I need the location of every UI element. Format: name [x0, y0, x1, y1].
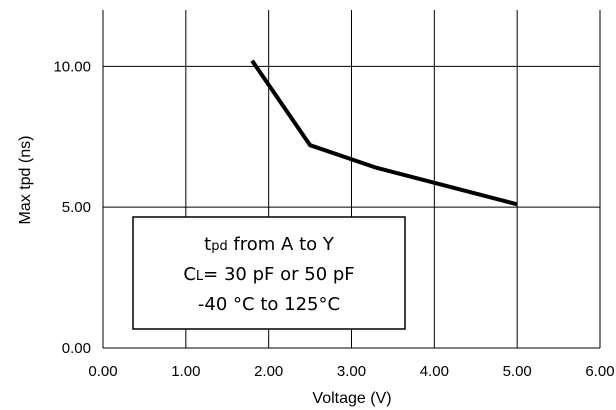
grid-lines-horizontal	[103, 65, 600, 349]
annotation-line-3: -40 °C to 125°C	[198, 294, 340, 315]
y-tick-label: 0.00	[62, 340, 91, 357]
y-tick-label: 5.00	[62, 199, 91, 216]
series-lines	[250, 59, 518, 207]
x-tick-label: 3.00	[337, 363, 366, 380]
x-tick-labels: 0.00 1.00 2.00 3.00 4.00 5.00 6.00	[88, 363, 614, 380]
x-tick-label: 4.00	[420, 363, 449, 380]
annotation-box	[132, 216, 406, 330]
annotation-line-1: tpd from A to Y	[204, 234, 335, 255]
x-axis-title: Voltage (V)	[312, 390, 391, 407]
x-tick-label: 6.00	[585, 363, 614, 380]
x-tick-label: 2.00	[254, 363, 283, 380]
y-axis-title: Max tpd (ns)	[17, 136, 34, 225]
x-tick-label: 1.00	[171, 363, 200, 380]
y-tick-label: 10.00	[53, 58, 91, 75]
series-line	[250, 59, 518, 207]
x-tick-label: 5.00	[503, 363, 532, 380]
x-tick-label: 0.00	[88, 363, 117, 380]
y-tick-labels: 0.00 5.00 10.00	[53, 58, 91, 357]
annotation-line-2: CL= 30 pF or 50 pF	[183, 264, 354, 285]
